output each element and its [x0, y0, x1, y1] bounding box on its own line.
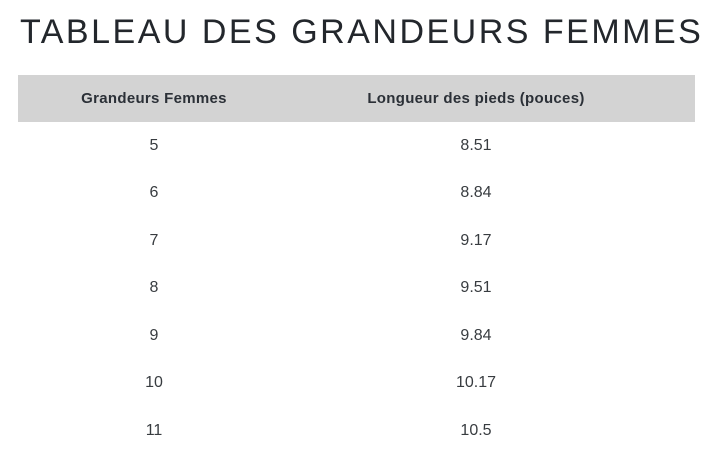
length-cell: 9.51: [460, 279, 492, 297]
size-cell: 9: [149, 326, 159, 344]
length-cell: 9.84: [460, 326, 492, 344]
length-cell: 10.17: [455, 374, 497, 392]
column-header-sizes: Grandeurs Femmes: [81, 90, 227, 107]
table-row: 10 10.17: [18, 359, 695, 407]
length-cell: 9.17: [460, 231, 492, 249]
size-cell: 10: [145, 374, 163, 392]
table-row: 5 8.51: [18, 122, 695, 170]
table-row: 9 9.84: [18, 312, 695, 360]
size-cell: 5: [149, 136, 159, 154]
size-table: Grandeurs Femmes Longueur des pieds (pou…: [18, 75, 695, 455]
table-row: 6 8.84: [18, 169, 695, 217]
length-cell: 8.84: [460, 184, 492, 202]
size-cell: 8: [149, 279, 159, 297]
table-row: 11 10.5: [18, 407, 695, 455]
table-row: 7 9.17: [18, 217, 695, 265]
page-title: TABLEAU DES GRANDEURS FEMMES: [20, 13, 704, 51]
size-cell: 11: [145, 421, 163, 439]
size-cell: 6: [149, 184, 159, 202]
table-header-row: Grandeurs Femmes Longueur des pieds (pou…: [18, 75, 695, 122]
column-header-foot-length: Longueur des pieds (pouces): [367, 90, 585, 107]
table-row: 8 9.51: [18, 264, 695, 312]
length-cell: 10.5: [460, 421, 492, 439]
size-cell: 7: [149, 231, 159, 249]
length-cell: 8.51: [460, 136, 492, 154]
